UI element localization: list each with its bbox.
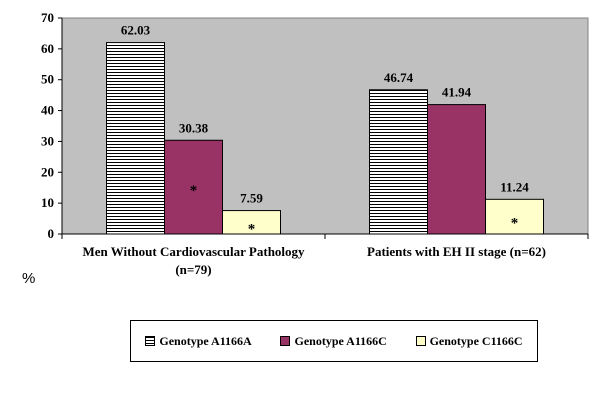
legend-label: Genotype A1166C <box>294 333 387 348</box>
data-label: 11.24 <box>500 179 529 194</box>
significance-mark: * <box>190 183 198 199</box>
y-axis-label: % <box>22 270 36 287</box>
bar <box>164 139 223 235</box>
category-label: (n=79) <box>175 262 211 277</box>
y-tick-label: 60 <box>41 41 54 56</box>
data-label: 41.94 <box>442 85 472 100</box>
category-label: Patients with EH II stage (n=62) <box>367 244 546 259</box>
legend-item: Genotype A1166A <box>145 333 252 349</box>
legend-item: Genotype A1166C <box>280 333 387 349</box>
bar <box>369 89 428 235</box>
y-tick-label: 40 <box>41 103 54 118</box>
significance-mark: * <box>248 221 256 237</box>
data-label: 46.74 <box>384 70 414 85</box>
y-tick-label: 10 <box>41 195 54 210</box>
data-label: 62.03 <box>121 23 151 38</box>
legend: Genotype A1166A Genotype A1166C Genotype C… <box>130 320 538 362</box>
significance-mark: * <box>511 216 519 232</box>
bar <box>427 104 486 235</box>
bar <box>106 42 165 235</box>
legend-swatch <box>415 336 426 346</box>
legend-label: Genotype A1166A <box>159 333 252 348</box>
y-tick-label: 70 <box>41 10 54 25</box>
data-label: 30.38 <box>179 120 209 135</box>
y-tick-label: 30 <box>41 133 54 148</box>
legend-swatch <box>145 336 156 346</box>
data-label: 7.59 <box>240 191 263 206</box>
y-tick-label: 20 <box>41 164 54 179</box>
y-tick-label: 0 <box>48 226 55 241</box>
legend-item: Genotype C1166C <box>415 333 523 349</box>
legend-label: Genotype C1166C <box>429 333 523 348</box>
bar <box>222 210 281 235</box>
legend-swatch <box>280 336 291 346</box>
category-label: Men Without Cardiovascular Pathology <box>82 244 305 259</box>
bar <box>485 198 544 235</box>
y-tick-label: 50 <box>41 72 54 87</box>
